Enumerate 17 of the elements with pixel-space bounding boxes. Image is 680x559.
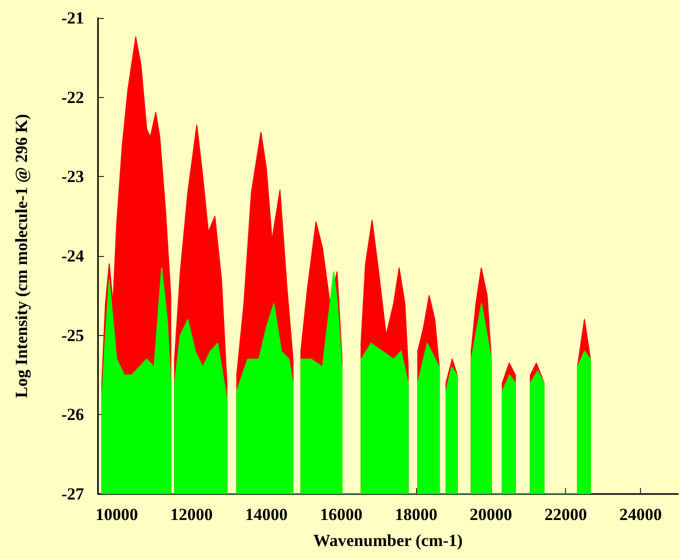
x-tick-label: 20000 bbox=[470, 505, 512, 524]
x-axis-title: Wavenumber (cm-1) bbox=[313, 531, 463, 550]
x-tick-label: 10000 bbox=[95, 505, 138, 524]
y-tick-label: -23 bbox=[61, 167, 84, 186]
y-tick-label: -26 bbox=[61, 405, 84, 424]
x-tick-label: 18000 bbox=[394, 505, 438, 524]
y-tick-label: -24 bbox=[61, 246, 84, 266]
x-tick-label: 22000 bbox=[544, 505, 587, 524]
y-tick-label: -25 bbox=[61, 326, 84, 345]
x-tick-label: 16000 bbox=[320, 505, 362, 524]
x-tick-label: 12000 bbox=[170, 505, 213, 524]
x-tick-label: 24000 bbox=[619, 505, 662, 524]
y-tick-label: -21 bbox=[61, 8, 84, 28]
y-tick-label: -27 bbox=[61, 484, 84, 504]
y-tick-label: -22 bbox=[61, 88, 84, 107]
y-axis-title: Log Intensity (cm molecule-1 @ 296 K) bbox=[12, 114, 31, 398]
x-tick-label: 14000 bbox=[245, 505, 288, 524]
